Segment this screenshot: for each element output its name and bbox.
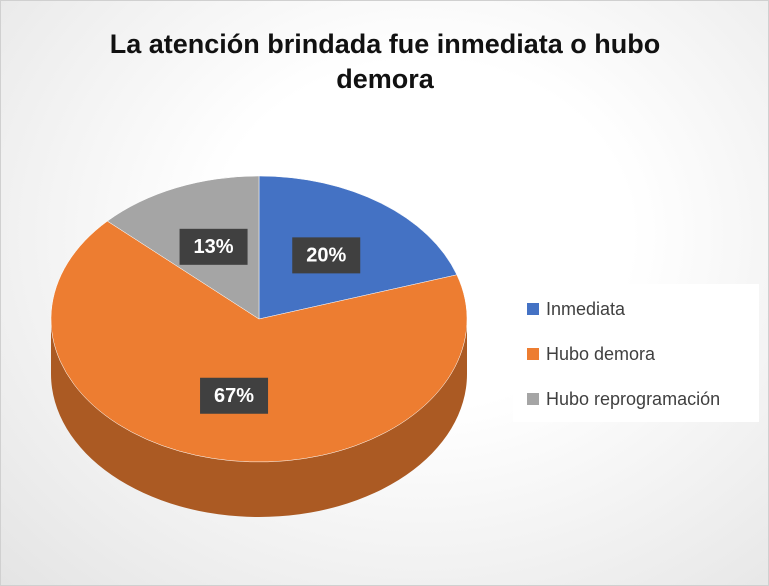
- data-label-box: [179, 228, 248, 265]
- legend-swatch: [527, 393, 539, 405]
- data-label-box: [292, 237, 361, 274]
- data-label-box: [200, 377, 269, 414]
- legend-label: Hubo reprogramación: [546, 389, 720, 409]
- legend-label: Inmediata: [546, 299, 626, 319]
- legend-swatch: [527, 348, 539, 360]
- legend-label: Hubo demora: [546, 344, 656, 364]
- data-label: 20%: [306, 245, 346, 267]
- slice: [50, 220, 468, 463]
- slice-side: [51, 319, 467, 517]
- chart-title: La atención brindada fue inmediata o hub…: [109, 29, 661, 94]
- legend-box: [513, 284, 759, 422]
- legend-swatch: [527, 303, 539, 315]
- data-label: 13%: [194, 236, 234, 258]
- data-label: 67%: [214, 385, 254, 407]
